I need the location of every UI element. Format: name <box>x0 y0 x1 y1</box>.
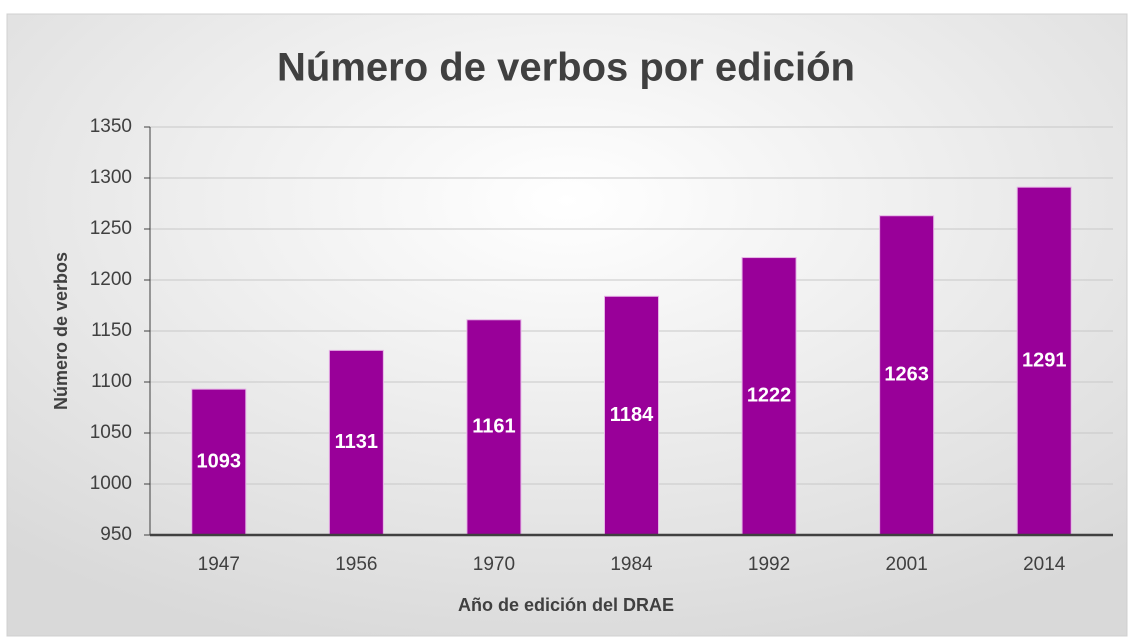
data-label: 1291 <box>1022 349 1067 371</box>
bar <box>466 319 522 536</box>
data-label: 1184 <box>610 404 654 426</box>
x-axis-label: Año de edición del DRAE <box>458 595 674 615</box>
x-tick-label: 1984 <box>610 554 653 575</box>
x-tick-label: 1956 <box>335 554 377 575</box>
chart-background <box>6 13 1128 637</box>
bar <box>604 295 659 536</box>
x-tick-label: 2014 <box>1023 554 1066 575</box>
y-tick-label: 1050 <box>90 422 132 443</box>
bar <box>1016 186 1072 536</box>
y-tick-label: 1350 <box>90 116 132 137</box>
y-tick-label: 1200 <box>90 269 132 290</box>
data-label: 1131 <box>335 431 378 453</box>
x-tick-label: 1992 <box>748 554 790 575</box>
y-axis-label: Número de verbos <box>51 252 71 410</box>
y-tick-label: 950 <box>100 524 132 545</box>
y-tick-label: 1100 <box>91 371 132 392</box>
y-tick-label: 1250 <box>90 218 132 239</box>
y-tick-label: 1150 <box>91 320 132 341</box>
y-tick-label: 1000 <box>90 473 132 494</box>
x-tick-label: 1947 <box>198 554 240 575</box>
bar <box>191 388 247 536</box>
bar <box>741 257 797 536</box>
bar <box>328 349 384 536</box>
y-tick-label: 1300 <box>90 167 132 188</box>
data-label: 1161 <box>472 416 515 438</box>
data-label: 1263 <box>884 364 929 386</box>
data-label: 1093 <box>197 450 242 472</box>
chart-title: Número de verbos por edición <box>277 46 855 90</box>
data-label: 1222 <box>747 385 792 407</box>
x-tick-label: 2001 <box>886 554 928 575</box>
x-tick-label: 1970 <box>473 554 515 575</box>
